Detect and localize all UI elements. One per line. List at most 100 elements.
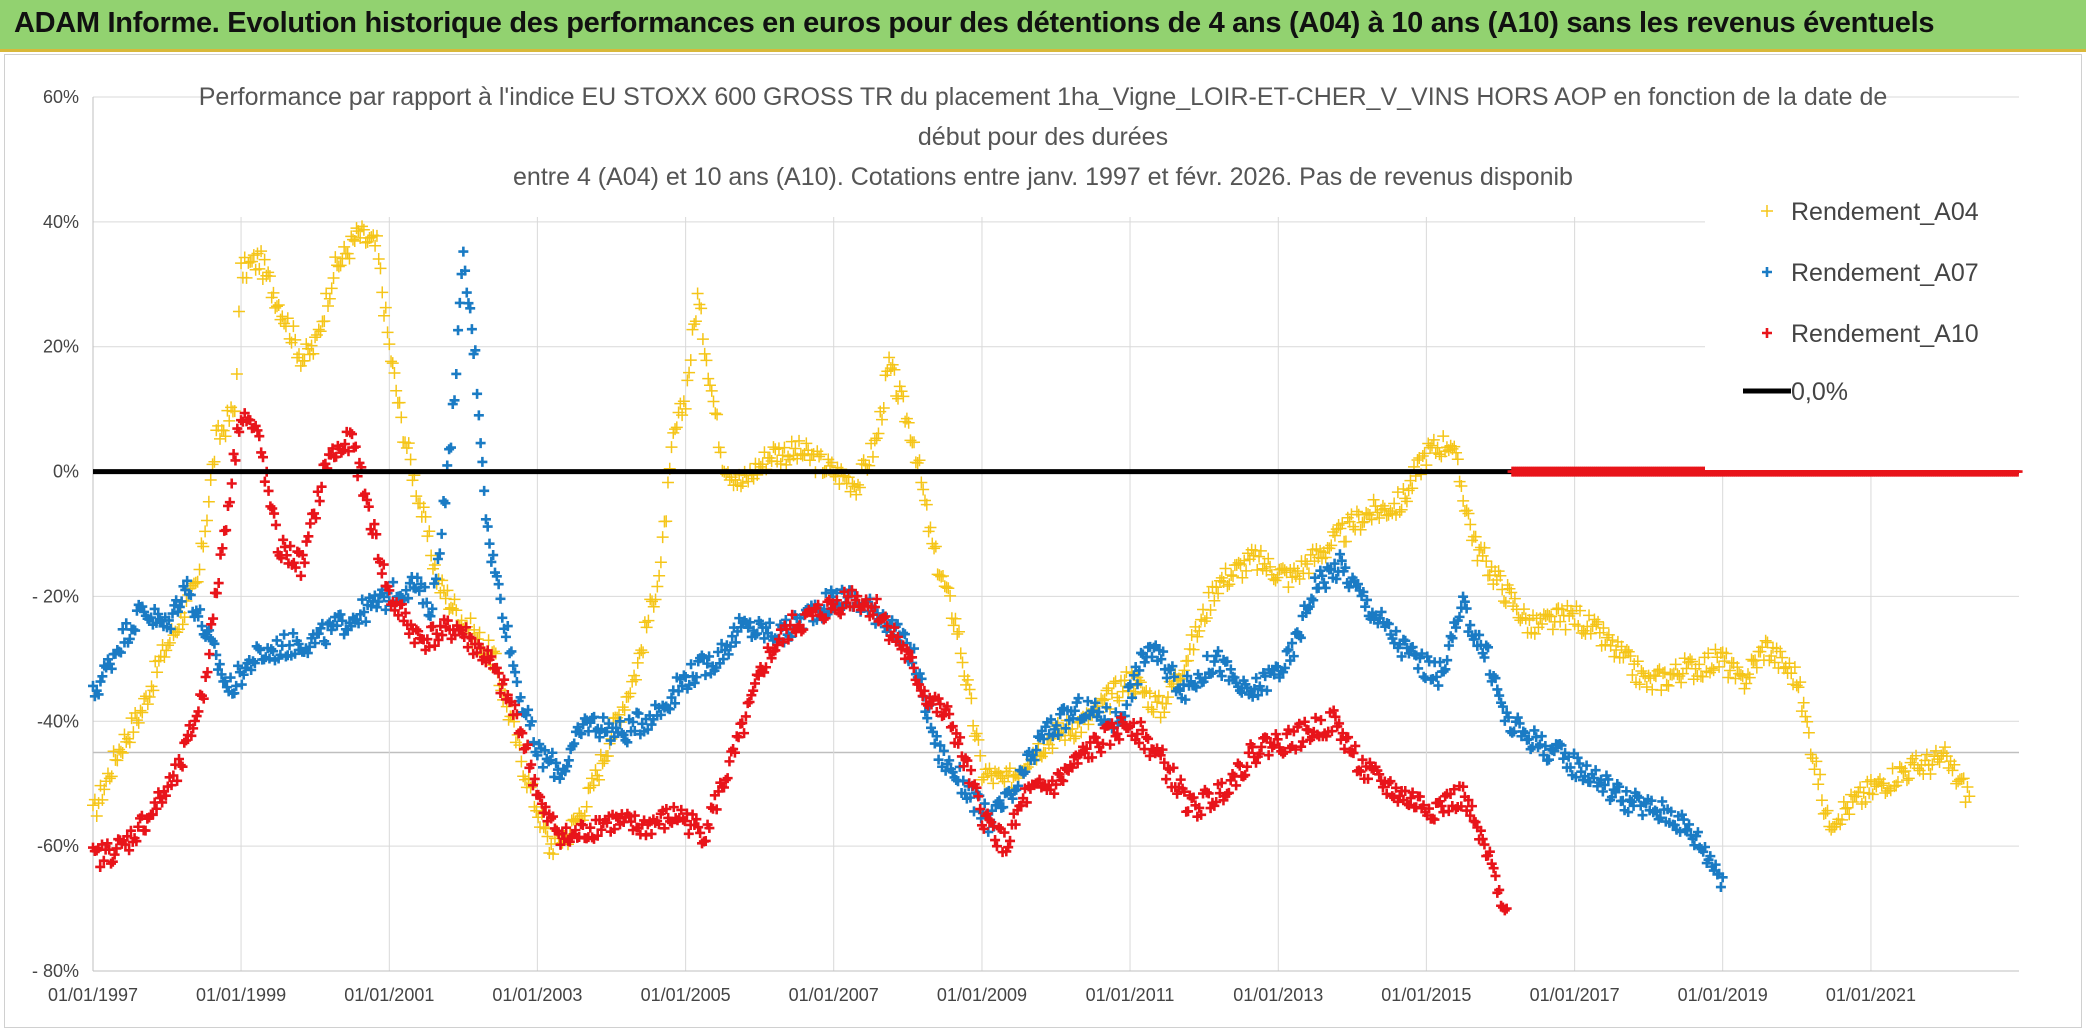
data-point: [329, 251, 342, 264]
data-point: [698, 653, 709, 664]
data-point: [898, 640, 909, 651]
data-point: [309, 331, 322, 344]
data-point: [1247, 691, 1258, 702]
data-point: [1468, 634, 1479, 645]
data-point: [1464, 518, 1477, 531]
data-point: [594, 732, 605, 743]
data-point: [998, 802, 1009, 813]
data-point: [465, 303, 476, 314]
data-point: [1317, 570, 1328, 581]
data-point: [345, 427, 356, 438]
data-point: [172, 775, 183, 786]
data-point: [1167, 661, 1178, 672]
data-point: [157, 797, 168, 808]
data-point: [573, 807, 586, 820]
data-point: [689, 315, 702, 328]
chart-title-line: entre 4 (A04) et 10 ans (A10). Cotations…: [513, 163, 1573, 191]
data-point: [1272, 734, 1283, 745]
data-point: [967, 719, 980, 732]
data-point: [225, 672, 236, 683]
data-point: [412, 572, 423, 583]
data-point: [1684, 653, 1697, 666]
data-point: [437, 630, 448, 641]
data-point: [248, 656, 259, 667]
data-point: [787, 609, 798, 620]
data-point: [707, 395, 720, 408]
data-point: [861, 594, 872, 605]
data-point: [1388, 497, 1401, 510]
data-point: [1034, 774, 1045, 785]
data-point: [271, 635, 282, 646]
data-point: [1723, 664, 1736, 677]
chart-frame: 60% 40% 20% 0% - 20% -40% -60% - 80% 01/01/1997…: [4, 54, 2082, 1028]
data-point: [409, 637, 420, 648]
data-point: [347, 429, 358, 440]
data-point: [689, 677, 700, 688]
data-point: [1819, 807, 1832, 820]
data-point: [1219, 562, 1232, 575]
legend-background: [1705, 190, 2023, 470]
data-point: [385, 355, 398, 368]
data-point: [302, 648, 313, 659]
data-point: [521, 710, 532, 721]
data-point: [594, 748, 607, 761]
data-point: [182, 575, 193, 586]
data-point: [947, 721, 958, 732]
data-point: [940, 765, 951, 776]
data-point: [316, 481, 327, 492]
data-point: [374, 262, 387, 275]
data-point: [427, 603, 438, 614]
data-point: [915, 476, 928, 489]
data-point: [1269, 574, 1282, 587]
data-point: [1715, 882, 1726, 893]
data-point: [475, 438, 486, 449]
data-point: [160, 644, 173, 657]
data-point: [1094, 707, 1104, 718]
data-point: [383, 338, 396, 351]
data-point: [195, 604, 206, 615]
data-point: [213, 578, 224, 589]
data-point: [1792, 681, 1805, 694]
data-point: [1693, 658, 1706, 671]
data-point: [1223, 578, 1236, 591]
data-point: [1211, 650, 1222, 661]
data-point: [1455, 480, 1468, 493]
data-point: [649, 593, 662, 606]
data-point: [629, 810, 640, 821]
data-point: [1581, 760, 1592, 771]
data-point: [312, 486, 323, 497]
data-point: [346, 233, 359, 246]
data-point: [1434, 796, 1445, 807]
data-point: [1031, 745, 1042, 756]
data-point: [1212, 587, 1225, 600]
data-point: [1038, 733, 1049, 744]
data-point: [1118, 674, 1131, 687]
data-point: [776, 449, 789, 462]
data-point: [1207, 667, 1218, 678]
data-point: [288, 557, 299, 568]
data-point: [1301, 557, 1314, 570]
data-point: [1271, 571, 1284, 584]
data-point: [115, 647, 126, 658]
data-point: [752, 628, 763, 639]
data-point: [87, 799, 99, 812]
data-point: [1306, 593, 1317, 604]
data-point: [482, 645, 493, 656]
data-point: [903, 646, 914, 657]
data-point: [1599, 779, 1610, 790]
data-point: [1180, 694, 1191, 705]
data-point: [1328, 529, 1341, 542]
data-point: [215, 549, 226, 560]
data-point: [231, 680, 242, 691]
data-point: [309, 508, 320, 519]
data-point: [530, 804, 543, 817]
data-point: [1657, 796, 1668, 807]
data-point: [1328, 705, 1339, 716]
legend-marker: [1762, 267, 1772, 277]
data-point: [1269, 739, 1280, 750]
data-point: [770, 645, 781, 656]
data-point: [1213, 646, 1224, 657]
data-point: [528, 737, 539, 748]
data-point: [290, 648, 301, 659]
data-point: [1295, 632, 1306, 643]
